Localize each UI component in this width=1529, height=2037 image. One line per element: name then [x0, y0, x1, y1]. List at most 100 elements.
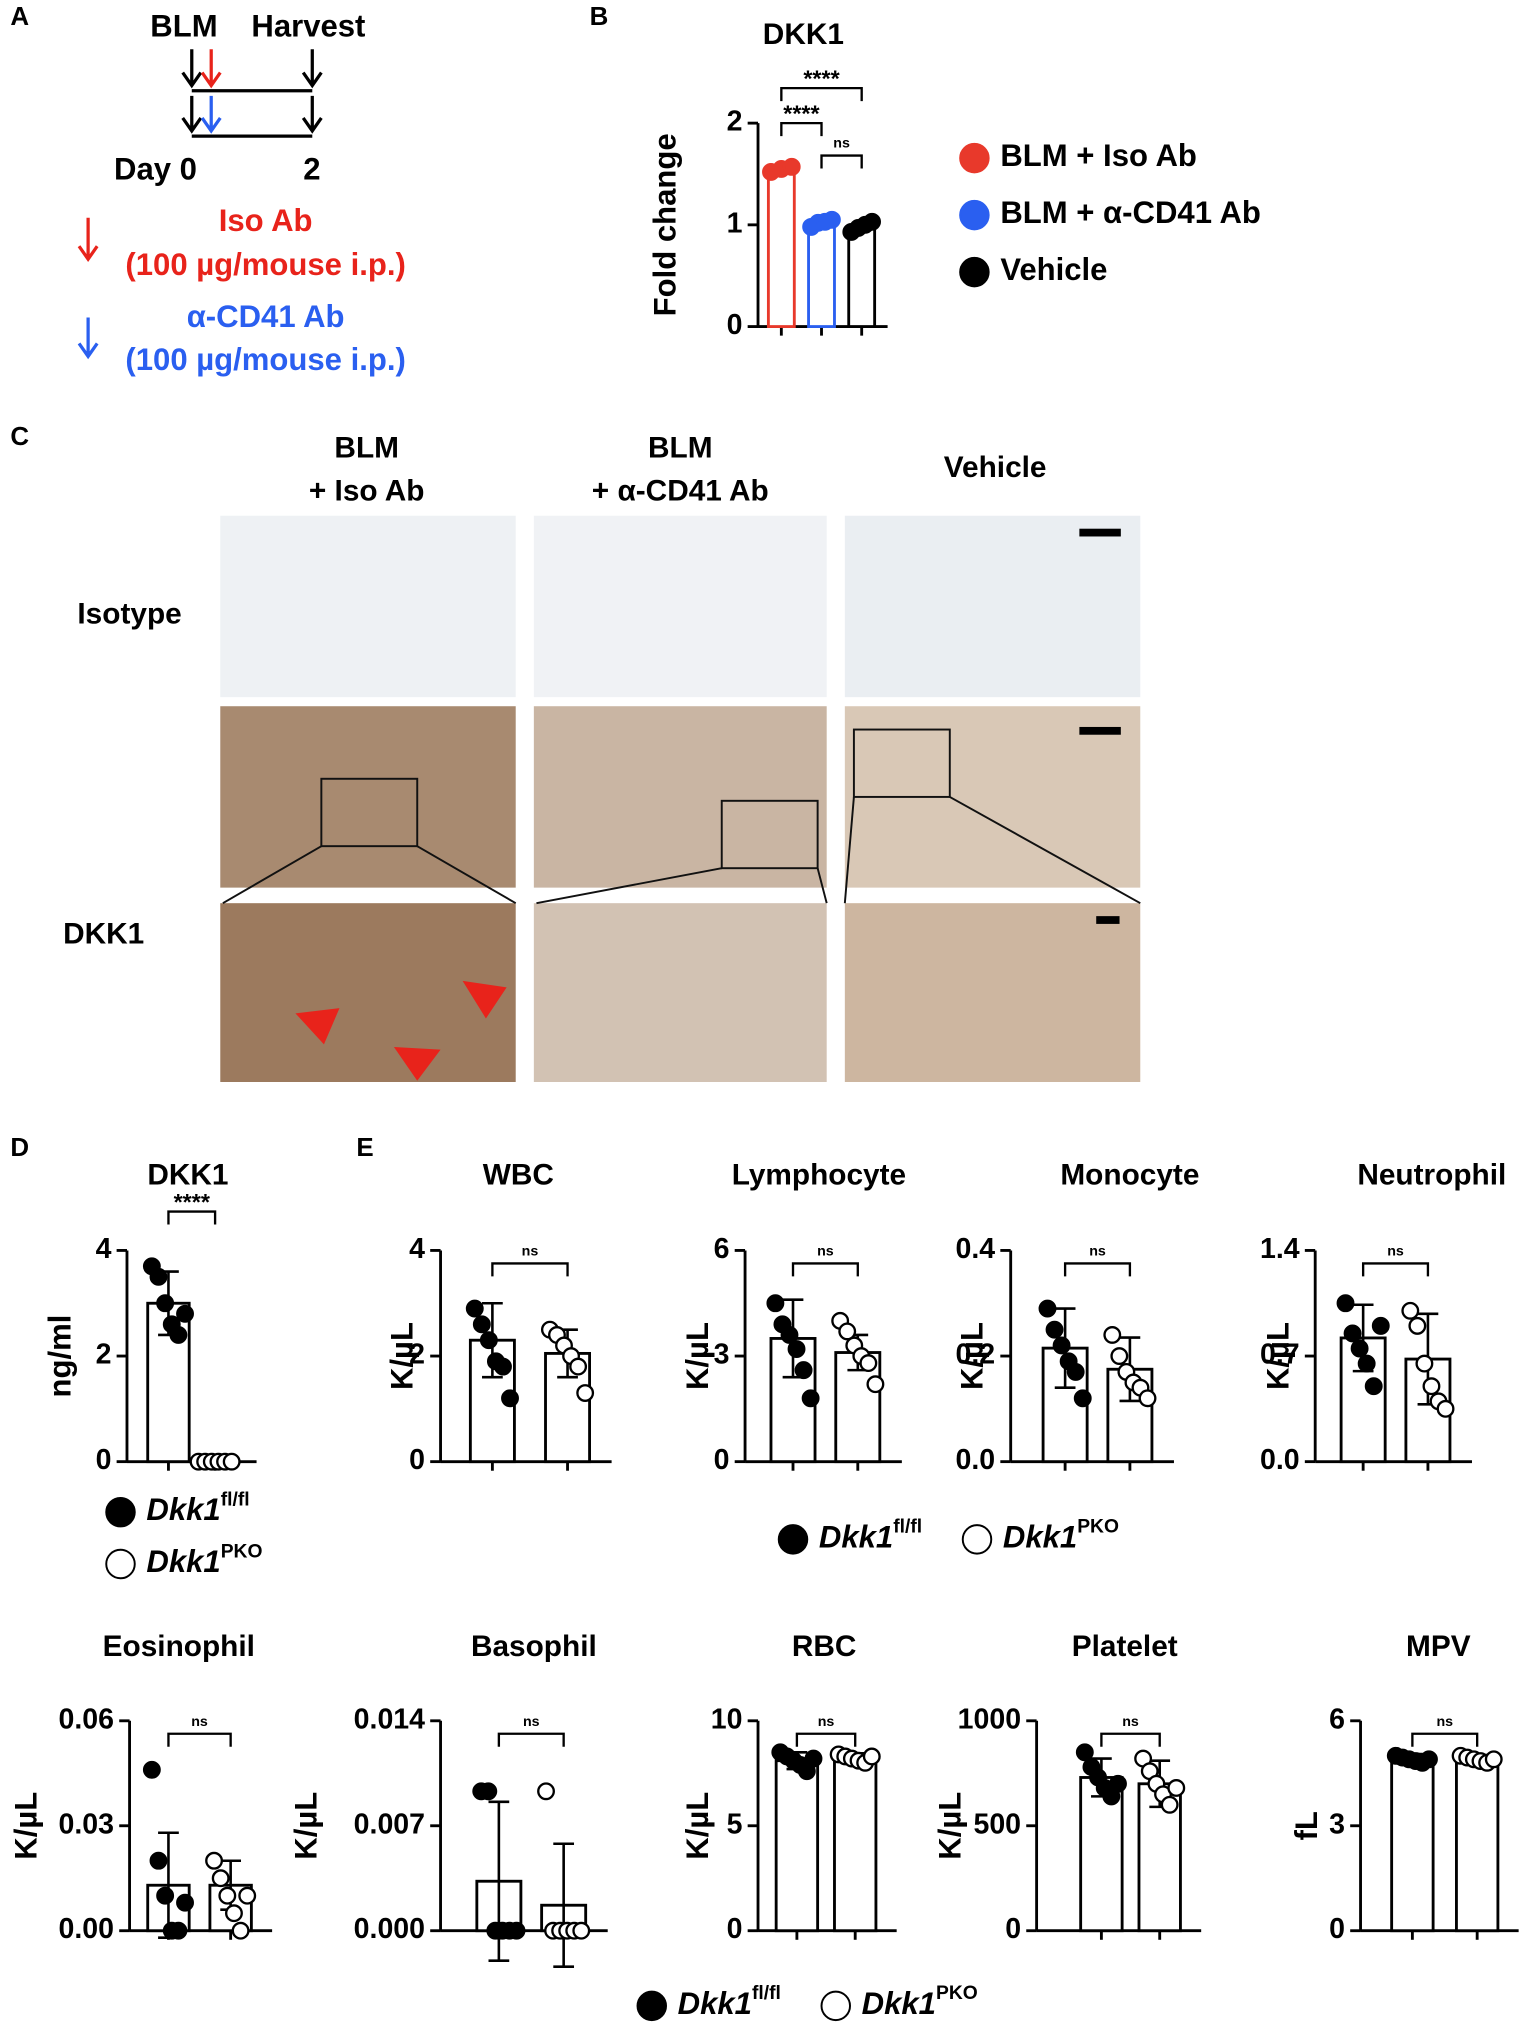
legend-label: BLM + Iso Ab — [1000, 138, 1197, 173]
chart: WBC K/µL 0 2 4 ns — [384, 1158, 612, 1476]
y-axis-label: K/µL — [384, 1322, 419, 1390]
significance: ns — [191, 1714, 208, 1730]
legend-label: Dkk1fl/fl — [819, 1517, 922, 1555]
label: 2 — [303, 151, 320, 186]
arrow — [181, 95, 203, 134]
legend-sup: fl/fl — [752, 1983, 781, 2004]
chart-title: Lymphocyte — [732, 1158, 906, 1191]
data-point — [859, 1354, 878, 1373]
legend-label: Dkk1fl/fl — [678, 1983, 781, 2021]
y-tick-label: 0 — [1329, 1913, 1345, 1945]
data-point — [156, 1294, 175, 1313]
bracket — [820, 154, 863, 169]
data-point — [822, 210, 841, 229]
y-tick-label: 0 — [727, 1913, 743, 1945]
bar — [1455, 1757, 1500, 1933]
panel-labels: A B C D E — [10, 3, 608, 1162]
significance: ns — [817, 1244, 834, 1260]
legend-name: Vehicle — [1000, 252, 1107, 287]
bracket — [167, 1210, 217, 1225]
panel-label: A — [10, 3, 29, 31]
legend-sup: PKO — [1077, 1517, 1119, 1538]
y-tick-label: 0 — [409, 1444, 425, 1476]
data-point — [1110, 1347, 1129, 1365]
label: α-CD41 Ab — [187, 299, 345, 334]
label: BLM — [150, 9, 217, 44]
data-point — [1167, 1779, 1186, 1797]
arrow — [77, 317, 99, 360]
data-point — [238, 1886, 257, 1905]
panel-label: B — [590, 3, 609, 31]
label: Day 0 — [114, 151, 197, 186]
arrow — [200, 95, 222, 134]
y-axis-label: K/µL — [933, 1792, 968, 1860]
data-point — [218, 1886, 237, 1905]
y-tick-label: 1000 — [958, 1703, 1021, 1735]
data-point — [1045, 1320, 1064, 1339]
legend-name: Dkk1 — [862, 1986, 936, 2021]
legend-name: Dkk1 — [819, 1520, 893, 1555]
y-tick-label: 10 — [711, 1703, 743, 1735]
y-axis-label: K/µL — [9, 1792, 44, 1860]
y-tick-label: 0.00 — [59, 1913, 114, 1945]
data-point — [472, 1315, 491, 1334]
arrow — [301, 95, 323, 134]
inset-lines — [222, 796, 1141, 905]
y-axis-label: K/µL — [289, 1792, 324, 1860]
bar — [774, 1759, 820, 1933]
legend-name: Dkk1 — [1003, 1520, 1077, 1555]
chart: RBC K/µL 0 5 10 ns — [680, 1630, 897, 1945]
legend-marker — [959, 199, 990, 231]
y-tick-label: 2 — [409, 1339, 425, 1371]
legend-marker — [961, 1524, 993, 1555]
arrow — [77, 217, 99, 263]
arrow — [301, 49, 323, 89]
row-label: Isotype — [77, 597, 181, 630]
bracket — [1411, 1732, 1479, 1747]
significance: ns — [1436, 1714, 1453, 1730]
legend-label: Dkk1fl/fl — [146, 1490, 249, 1528]
data-point — [1357, 1354, 1376, 1373]
bar — [766, 167, 796, 328]
row-label: DKK1 — [63, 917, 144, 950]
bar — [807, 221, 836, 328]
chart: DKK1 Fold change 0 1 2 **** **** ns — [648, 18, 888, 341]
bracket — [780, 86, 863, 102]
inset-box — [720, 799, 819, 870]
data-point — [782, 157, 801, 176]
data-point — [866, 1375, 885, 1394]
data-point — [801, 1389, 820, 1408]
legend-name: BLM + Iso Ab — [1000, 138, 1197, 173]
chart: DKK1 ng/ml 0 2 4 **** — [42, 1158, 257, 1476]
image — [844, 515, 1141, 698]
data-point — [142, 1760, 161, 1779]
y-tick-label: 500 — [973, 1808, 1021, 1840]
y-tick-label: 0 — [1005, 1913, 1021, 1945]
y-tick-label: 0.4 — [956, 1233, 996, 1265]
chart-title: Monocyte — [1060, 1158, 1199, 1191]
legend-label: Dkk1PKO — [146, 1541, 262, 1579]
data-point — [1420, 1750, 1438, 1769]
y-tick-label: 0.03 — [59, 1808, 114, 1840]
legend-name: Dkk1 — [146, 1492, 220, 1527]
significance: ns — [818, 1714, 835, 1730]
data-point — [1160, 1795, 1179, 1814]
legend-marker — [105, 1496, 136, 1528]
legend-marker — [959, 256, 990, 288]
y-tick-label: 0 — [714, 1444, 730, 1476]
arrowhead — [295, 1008, 340, 1045]
legend-label: BLM + α-CD41 Ab — [1000, 195, 1261, 230]
panel-label: C — [10, 423, 29, 451]
y-tick-label: 6 — [714, 1233, 730, 1265]
chart-title: DKK1 — [763, 18, 844, 51]
chart-title: Platelet — [1072, 1630, 1178, 1663]
y-tick-label: 2 — [727, 106, 743, 138]
chart-title: RBC — [792, 1630, 857, 1663]
data-point — [1075, 1743, 1094, 1762]
column-label: BLM — [648, 432, 713, 465]
data-point — [1066, 1362, 1085, 1381]
data-point — [1103, 1325, 1122, 1344]
significance: **** — [783, 101, 820, 127]
data-point — [507, 1921, 526, 1940]
